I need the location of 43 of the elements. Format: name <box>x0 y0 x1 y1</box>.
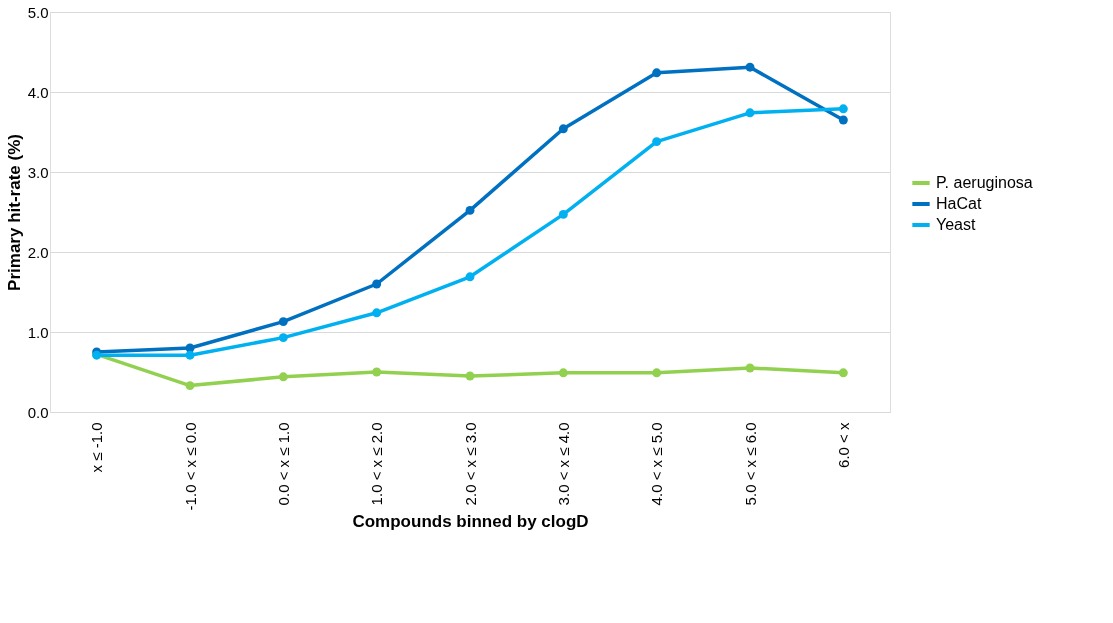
x-tick-label: 3.0 < x ≤ 4.0 <box>554 422 572 506</box>
point <box>745 363 755 373</box>
y-tick-label: 5.0 <box>27 3 49 21</box>
point <box>652 368 662 378</box>
y-tick-label: 3.0 <box>27 163 49 181</box>
y-tick-label: 2.0 <box>27 243 49 261</box>
point <box>558 209 568 219</box>
legend-label: Yeast <box>936 216 976 233</box>
y-tick-label: 4.0 <box>27 83 49 101</box>
point <box>278 317 288 327</box>
point <box>558 124 568 134</box>
point <box>652 68 662 78</box>
x-tick-label: 5.0 < x ≤ 6.0 <box>741 422 759 506</box>
x-tick-label: -1.0 < x ≤ 0.0 <box>181 422 199 511</box>
legend-label: P. aeruginosa <box>936 174 1033 191</box>
point <box>838 104 848 114</box>
point <box>745 62 755 72</box>
point <box>465 371 475 381</box>
point <box>838 115 848 125</box>
point <box>558 368 568 378</box>
point <box>465 205 475 215</box>
x-axis-title: Compounds binned by clogD <box>352 512 589 532</box>
point <box>745 108 755 118</box>
point <box>372 279 382 289</box>
point <box>278 372 288 382</box>
x-tick-label: x ≤ -1.0 <box>88 422 106 473</box>
point <box>185 350 195 360</box>
y-tick-label: 0.0 <box>27 403 49 421</box>
point <box>838 368 848 378</box>
point <box>372 367 382 377</box>
y-tick-label: 1.0 <box>27 323 49 341</box>
x-tick-label: 6.0 < x <box>834 422 852 468</box>
point <box>465 272 475 282</box>
x-tick-label: 2.0 < x ≤ 3.0 <box>461 422 479 506</box>
point <box>278 333 288 343</box>
x-tick-label: 4.0 < x ≤ 5.0 <box>648 422 666 506</box>
y-axis-title: Primary hit-rate (%) <box>4 134 24 291</box>
point <box>372 308 382 318</box>
legend-label: HaCat <box>936 195 982 212</box>
x-tick-label: 0.0 < x ≤ 1.0 <box>274 422 292 506</box>
x-tick-label: 1.0 < x ≤ 2.0 <box>368 422 386 506</box>
point <box>185 381 195 391</box>
point <box>652 137 662 147</box>
